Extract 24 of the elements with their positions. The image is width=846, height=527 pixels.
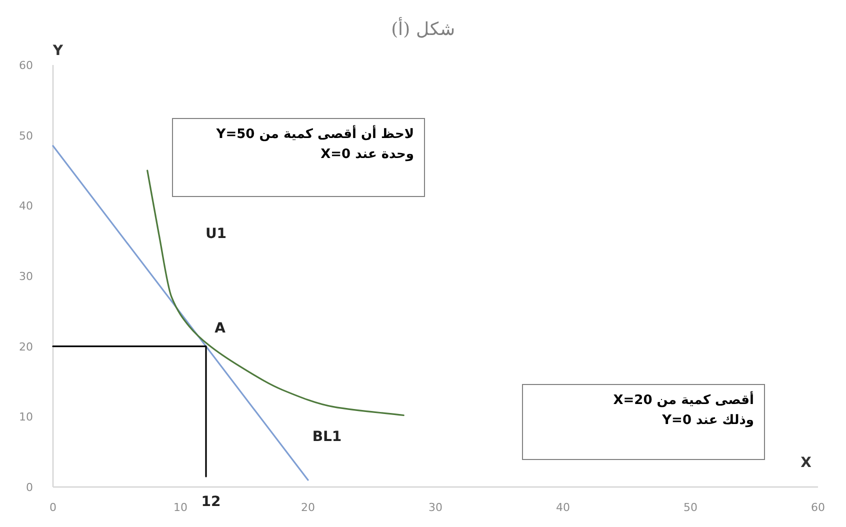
line-series <box>146 170 404 416</box>
y-tick-label: 50 <box>19 129 33 142</box>
y-axis-title: Y <box>52 43 64 59</box>
y-tick-label: 60 <box>19 59 33 72</box>
x-tick-label: 40 <box>556 501 570 514</box>
y-tick-label: 10 <box>19 410 33 424</box>
x-tick-label: 0 <box>50 501 56 514</box>
annotation: أقصى كمية من X=20 وذلك عند Y=0 <box>522 384 765 460</box>
y-tick-label: 40 <box>19 200 33 213</box>
x-tick-label: 50 <box>684 501 698 514</box>
x-tick-label: 10 <box>174 501 188 514</box>
x-tick-label: 60 <box>811 501 825 514</box>
x-tick-label: 20 <box>301 501 315 514</box>
y-tick-label: 20 <box>19 340 33 354</box>
annotation: BL1 <box>312 429 342 445</box>
annotation: لاحظ أن أقصى كمية من Y=50 وحدة عند X=0 <box>172 118 425 197</box>
chart-title: شكل (أ) <box>391 17 455 40</box>
text: 12 <box>201 494 221 510</box>
x-axis-title: X <box>800 455 812 471</box>
y-tick-label: 0 <box>26 481 33 494</box>
annotation: U1 <box>205 226 227 242</box>
y-tick-label: 30 <box>19 270 33 283</box>
annotation: A <box>214 320 226 336</box>
x-tick-label: 30 <box>428 501 442 514</box>
